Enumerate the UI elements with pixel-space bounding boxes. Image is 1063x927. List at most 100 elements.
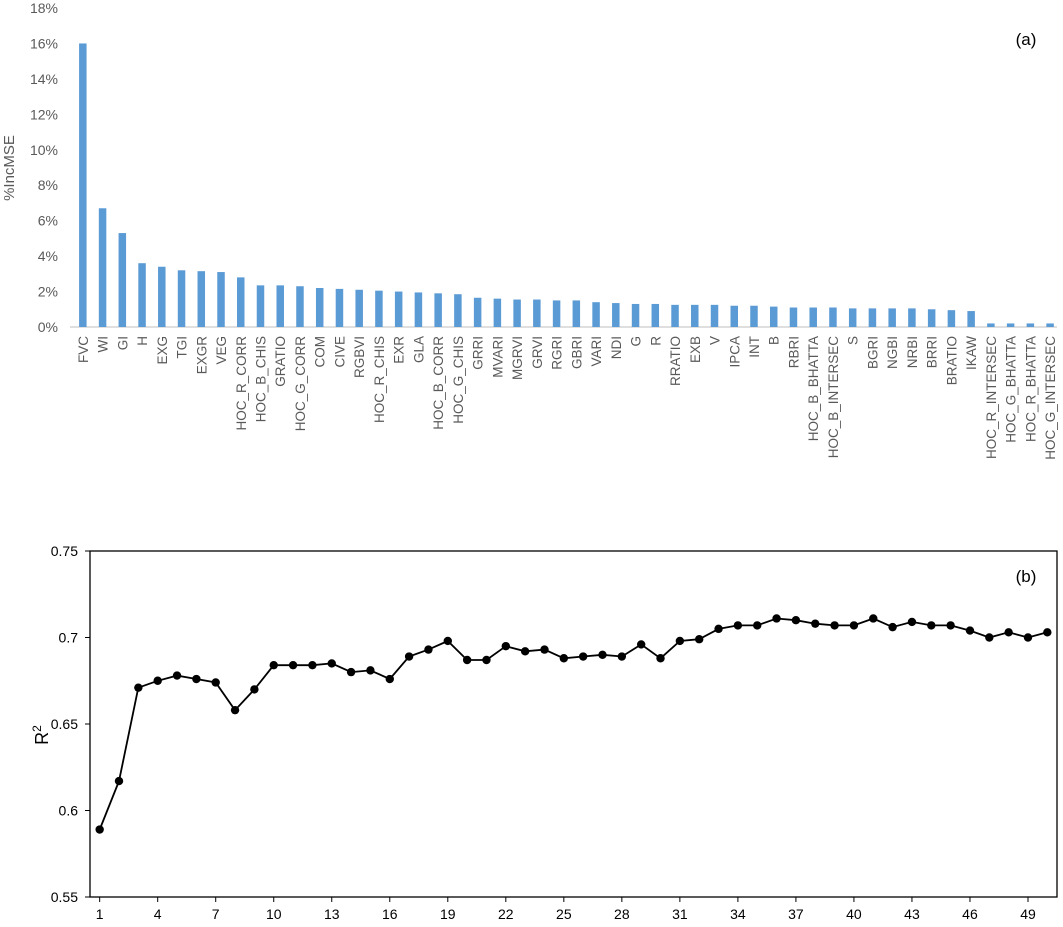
- chart-b-point: [656, 654, 665, 663]
- chart-a-category-label: HOC_G_BHATTA: [1004, 336, 1019, 443]
- chart-b-point: [95, 825, 104, 834]
- chart-a-bar: [296, 286, 304, 327]
- chart-a-category-label: HOC_R_CHIS: [372, 336, 387, 423]
- chart-a-bar: [848, 308, 857, 327]
- chart-a-category-label: GLA: [411, 336, 426, 363]
- chart-a-category-label: HOC_G_INTERSEC: [1043, 336, 1058, 460]
- chart-b-point: [965, 626, 975, 635]
- chart-b-point: [869, 614, 878, 623]
- chart-b-axes: 0.55 0.6 0.65 0.7 0.75 1 4 7 10 13 16 19 22 25 28 31 34 3…: [51, 543, 1036, 922]
- chart-a-bar: [177, 270, 186, 327]
- chart-a-bar: [987, 323, 995, 327]
- chart-a-ytick-label: 8%: [38, 177, 58, 193]
- chart-a-bar: [1026, 323, 1035, 327]
- chart-a-category-label: BGRI: [865, 336, 880, 369]
- chart-a-ytick-label: 4%: [38, 248, 58, 264]
- chart-b-xtick-label: 46: [962, 906, 978, 922]
- chart-a-ylabel: %IncMSE: [1, 135, 18, 201]
- chart-a-bar: [256, 285, 265, 327]
- chart-a-category-label: RRATIO: [668, 336, 683, 386]
- chart-a-ytick-label: 6%: [38, 213, 58, 229]
- chart-a-ytick-label: 10%: [30, 142, 58, 158]
- chart-b-xtick-label: 1: [96, 906, 104, 922]
- chart-b-point: [346, 667, 356, 677]
- chart-a-category-label: HOC_R_BHATTA: [1023, 336, 1038, 442]
- chart-b-point: [520, 647, 530, 656]
- chart-a-category-label: IPCA: [727, 336, 742, 368]
- chart-a-bar: [809, 307, 817, 327]
- chart-a-ytick-label: 16%: [30, 35, 58, 51]
- chart-b-point: [598, 650, 607, 659]
- chart-a-category-label: G: [629, 336, 644, 347]
- chart-a-bar: [434, 293, 442, 327]
- chart-b-point: [811, 619, 820, 628]
- chart-b-point: [192, 674, 201, 684]
- chart-a-bar: [335, 288, 344, 327]
- chart-b-ylabel: R2: [30, 725, 52, 745]
- chart-a-bar: [967, 311, 975, 327]
- chart-b-point: [404, 652, 414, 661]
- chart-b-point: [714, 624, 723, 634]
- chart-a-category-label: WI: [96, 336, 111, 353]
- chart-b-xtick-label: 22: [498, 906, 514, 922]
- chart-b-point: [462, 655, 472, 665]
- chart-a-bar: [710, 304, 719, 327]
- chart-b-xtick-label: 10: [266, 906, 282, 922]
- chart-b-points: [95, 614, 1052, 834]
- chart-b-point: [501, 641, 511, 651]
- chart-a-bar: [276, 285, 284, 327]
- chart-b-ytick-label: 0.7: [59, 630, 79, 646]
- chart-a-category-label: HOC_G_CORR: [293, 336, 308, 432]
- chart-a-ytick-label: 0%: [38, 319, 58, 335]
- chart-b-point: [443, 636, 452, 646]
- chart-a-labels: FVC WI GI H EXG TGI EXGR VEG HOC_R_CORR HOC_B_CHI…: [76, 336, 1058, 460]
- chart-a-bar: [454, 294, 462, 327]
- chart-a-category-label: CIVE: [332, 336, 347, 368]
- chart-a-category-label: HOC_R_INTERSEC: [984, 336, 999, 459]
- chart-a-ytick-label: 12%: [30, 106, 58, 122]
- chart-a-category-label: INT: [747, 336, 762, 358]
- chart-a-category-label: GI: [115, 336, 130, 350]
- chart-a-ytick-label: 14%: [30, 71, 58, 87]
- chart-a-bar: [769, 306, 778, 327]
- chart-a-bar: [414, 292, 423, 327]
- chart-b-plot-frame: [89, 550, 1058, 898]
- chart-a-category-label: MVARI: [490, 336, 505, 378]
- chart-a-category-label: HOC_R_CORR: [234, 336, 249, 431]
- chart-b-point: [250, 685, 259, 694]
- chart-a-panel-label: (a): [1016, 30, 1037, 49]
- chart-b-xtick-label: 25: [556, 906, 572, 922]
- chart-a-bar: [493, 298, 502, 327]
- chart-a-category-label: RBRI: [786, 336, 801, 368]
- chart-a-bar: [631, 303, 640, 327]
- chart-a-category-label: MGRVI: [510, 336, 525, 380]
- chart-a-bar: [750, 305, 758, 327]
- chart-b-xtick-label: 13: [324, 906, 340, 922]
- chart-b-point: [211, 678, 220, 687]
- chart-b-point: [985, 633, 994, 642]
- chart-a-bar: [789, 307, 798, 327]
- chart-b-point: [385, 674, 394, 684]
- chart-b-xtick-label: 16: [382, 906, 398, 922]
- chart-a-bar: [1046, 323, 1054, 327]
- chart-a-category-label: NDI: [609, 336, 624, 359]
- chart-a-category-label: EXR: [392, 336, 407, 364]
- chart-a-bar: [98, 208, 107, 327]
- chart-a-ytick-label: 18%: [30, 0, 58, 16]
- chart-a-bar: [394, 291, 403, 327]
- chart-a-category-label: S: [846, 336, 861, 345]
- chart-a-bar: [217, 272, 225, 327]
- chart-b-point: [134, 683, 143, 692]
- chart-a-category-label: GBRI: [569, 336, 584, 369]
- chart-a-bar: [138, 263, 146, 327]
- chart-a-bar: [671, 304, 679, 327]
- chart-b-point: [753, 621, 762, 630]
- chart-b-point: [675, 636, 685, 646]
- chart-a-category-label: TGI: [175, 336, 190, 359]
- chart-a-bar: [572, 300, 581, 327]
- chart-b-point: [927, 621, 936, 630]
- chart-a-category-label: IKAW: [964, 336, 979, 370]
- chart-a-bar: [315, 288, 324, 327]
- chart-a-category-label: EXG: [155, 336, 170, 365]
- chart-a-bar: [927, 309, 936, 327]
